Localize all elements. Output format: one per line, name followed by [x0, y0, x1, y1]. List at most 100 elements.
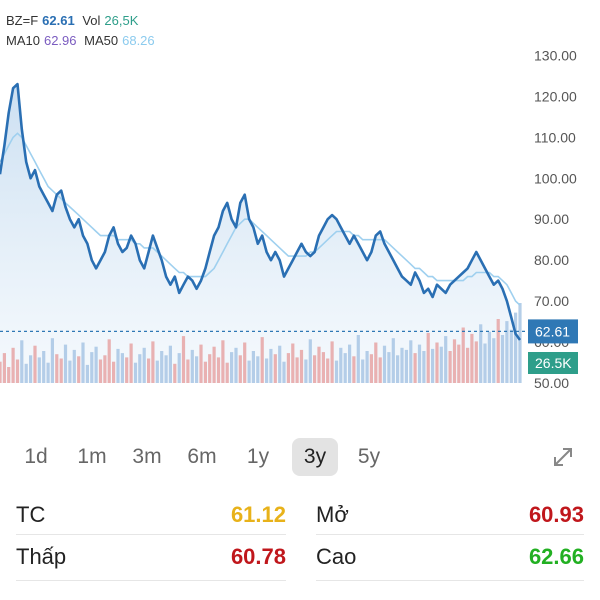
volume-bar — [0, 361, 2, 383]
open-value: 60.93 — [528, 502, 584, 527]
tab-1y[interactable]: 1y — [246, 445, 270, 468]
y-tick-label: 120.00 — [534, 88, 577, 104]
volume-bar — [308, 339, 312, 383]
volume-tag-label: 26.5K — [535, 355, 572, 371]
volume-bar — [378, 357, 382, 383]
volume-bar — [85, 364, 89, 383]
volume-bar — [326, 358, 330, 383]
volume-bar — [29, 355, 33, 383]
volume-bar — [33, 345, 37, 383]
volume-bar — [2, 353, 6, 383]
ma10-label: MA10 — [6, 33, 40, 48]
tab-1m[interactable]: 1m — [77, 445, 107, 468]
volume-bar — [116, 348, 120, 383]
price-tag — [528, 319, 578, 344]
volume-bar — [107, 339, 111, 383]
volume-bar — [461, 327, 465, 383]
volume-bar — [487, 331, 491, 383]
volume-bar — [492, 338, 496, 383]
tc-value: 61.12 — [230, 502, 286, 527]
y-tick-label: 70.00 — [534, 293, 569, 309]
volume-bar — [164, 355, 168, 383]
low-value: 60.78 — [230, 544, 286, 569]
price-chart[interactable]: 130.00 120.00 110.00 100.00 90.00 80.00 70.00 6… — [0, 0, 600, 392]
volume-bar — [339, 347, 343, 383]
volume-bar — [120, 353, 124, 383]
price-line — [0, 82, 522, 341]
volume-bar — [77, 356, 81, 383]
volume-bar — [374, 342, 378, 383]
volume-bar — [133, 362, 138, 383]
price-tag-label: 62.61 — [535, 323, 570, 339]
volume-bar — [260, 337, 264, 383]
tab-5y[interactable]: 5y — [357, 445, 381, 468]
volume-bar — [129, 343, 133, 383]
volume-bar — [155, 360, 159, 383]
volume-bar — [282, 361, 286, 383]
volume-bar — [238, 355, 242, 383]
volume-bar — [15, 359, 20, 383]
volume-bar — [68, 360, 72, 383]
volume-bar — [112, 361, 116, 383]
volume-bar — [190, 349, 194, 383]
volume-bar — [409, 340, 413, 383]
ma10-value: 62.96 — [43, 33, 77, 48]
volume-bar — [304, 359, 308, 383]
low-label: Thấp — [16, 544, 67, 569]
volume-bar — [160, 351, 164, 383]
divider-right-2 — [316, 580, 584, 581]
volume-bar — [361, 359, 365, 383]
price-area — [0, 84, 520, 383]
volume-bar — [479, 324, 483, 383]
volume-bar — [199, 344, 203, 383]
volume-bar — [24, 363, 28, 383]
volume-bar — [387, 352, 391, 383]
volume-bar — [466, 347, 470, 383]
volume-bar — [444, 336, 448, 383]
volume-bar — [273, 354, 277, 383]
volume-bar — [208, 354, 212, 383]
volume-bar — [55, 354, 59, 383]
volume-bar — [400, 347, 404, 383]
volume-bar — [509, 329, 513, 383]
ma-line — [0, 132, 521, 306]
volume-bar — [505, 321, 509, 383]
high-label: Cao — [316, 544, 357, 569]
tab-3y[interactable]: 3y — [292, 438, 338, 476]
open-label: Mở — [316, 502, 349, 527]
volume-bar — [11, 347, 15, 383]
volume-bar — [63, 344, 68, 383]
tab-3m[interactable]: 3m — [132, 445, 162, 468]
volume-bar — [448, 351, 452, 383]
range-selector: 1d 1m 3m 6m 1y 3y 5y — [8, 436, 592, 480]
ma50-value: 68.26 — [122, 33, 155, 48]
volume-bar — [413, 353, 417, 383]
volume-bar — [94, 346, 98, 383]
volume-bar — [90, 352, 94, 383]
volume-bar — [103, 355, 107, 383]
volume-bar — [496, 319, 500, 383]
volume-bar — [352, 356, 356, 383]
tab-6m[interactable]: 6m — [187, 445, 217, 468]
volume-bar — [265, 358, 269, 383]
volume-bar — [452, 339, 457, 383]
volume-bar — [225, 362, 229, 383]
volume-bar — [50, 338, 54, 383]
tab-1d[interactable]: 1d — [24, 445, 48, 468]
volume-bar — [474, 341, 478, 383]
volume-bar — [396, 355, 400, 383]
y-tick-label: 50.00 — [534, 375, 569, 391]
volume-bar — [439, 346, 443, 383]
expand-icon[interactable] — [548, 442, 578, 472]
vol-value: 26,5K — [104, 13, 139, 28]
volume-bar — [251, 351, 255, 383]
volume-bar — [431, 348, 435, 383]
tc-label: TC — [16, 502, 46, 527]
y-tick-label: 100.00 — [534, 170, 577, 186]
volume-bar — [46, 362, 50, 383]
volume-tag — [528, 352, 578, 374]
ma50-label: MA50 — [84, 33, 119, 48]
volume-bar — [173, 363, 177, 383]
divider-left-2 — [16, 580, 286, 581]
volume-bar — [151, 341, 155, 383]
